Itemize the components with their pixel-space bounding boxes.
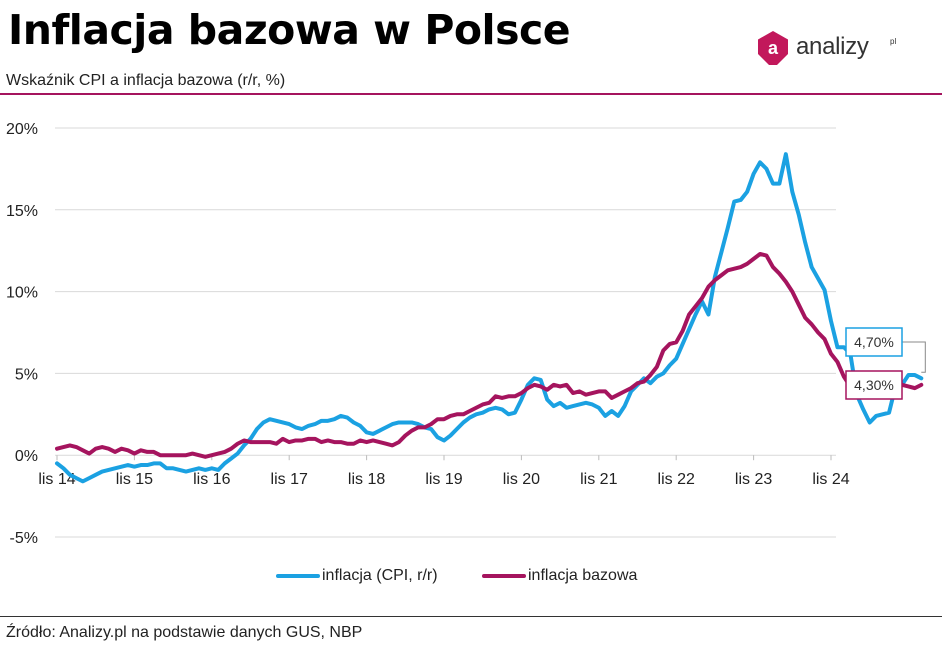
end-label-box-core: [845, 370, 903, 400]
analizy-logo: a analizy pl: [756, 28, 906, 68]
x-tick-label: lis 16: [193, 471, 230, 488]
legend-swatch-cpi: [276, 574, 320, 578]
chart-subtitle: Wskaźnik CPI a inflacja bazowa (r/r, %): [6, 72, 286, 89]
y-tick-label: 10%: [6, 285, 38, 302]
header-divider: [0, 93, 942, 95]
end-label-cpi: 4,70%: [854, 334, 894, 350]
legend-label-cpi: inflacja (CPI, r/r): [322, 567, 438, 584]
legend-swatch-core: [482, 574, 526, 578]
svg-text:a: a: [768, 38, 779, 58]
x-tick-label: lis 18: [348, 471, 385, 488]
y-tick-label: 5%: [15, 366, 38, 383]
y-tick-label: 15%: [6, 203, 38, 220]
source-note: Źródło: Analizy.pl na podstawie danych G…: [6, 624, 363, 641]
series-line-core: [55, 251, 924, 459]
end-label-box-cpi: [845, 327, 903, 357]
x-tick-label: lis 19: [425, 471, 462, 488]
chart-title: Inflacja bazowa w Polsce: [8, 6, 571, 54]
x-tick-label: lis 20: [503, 471, 540, 488]
end-label-core: 4,30%: [854, 377, 894, 393]
x-tick-label: lis 23: [735, 471, 772, 488]
legend-label-core: inflacja bazowa: [528, 567, 638, 584]
y-tick-label: -5%: [10, 530, 38, 547]
x-tick-label: lis 22: [658, 471, 695, 488]
footer-divider: [0, 616, 942, 617]
x-tick-label: lis 24: [812, 471, 849, 488]
y-tick-label: 0%: [15, 448, 38, 465]
x-tick-label: lis 15: [116, 471, 153, 488]
series-line-cpi: [55, 152, 924, 484]
chart-canvas: -5% 0% 5% 10% 15% 20% lis 14 lis 15 lis 16 lis 17…: [6, 121, 926, 547]
logo-badge-icon: a: [758, 31, 788, 65]
logo-suffix: pl: [890, 37, 897, 46]
y-tick-label: 20%: [6, 121, 38, 138]
line-chart: -5% 0% 5% 10% 15% 20% lis 14 lis 15 lis 16 lis 17…: [0, 100, 942, 600]
x-tick-label: lis 14: [38, 471, 75, 488]
x-tick-label: lis 21: [580, 471, 617, 488]
logo-wordmark: analizy: [796, 33, 869, 60]
chart-legend: inflacja (CPI, r/r) inflacja bazowa: [0, 565, 942, 587]
x-tick-label: lis 17: [271, 471, 308, 488]
